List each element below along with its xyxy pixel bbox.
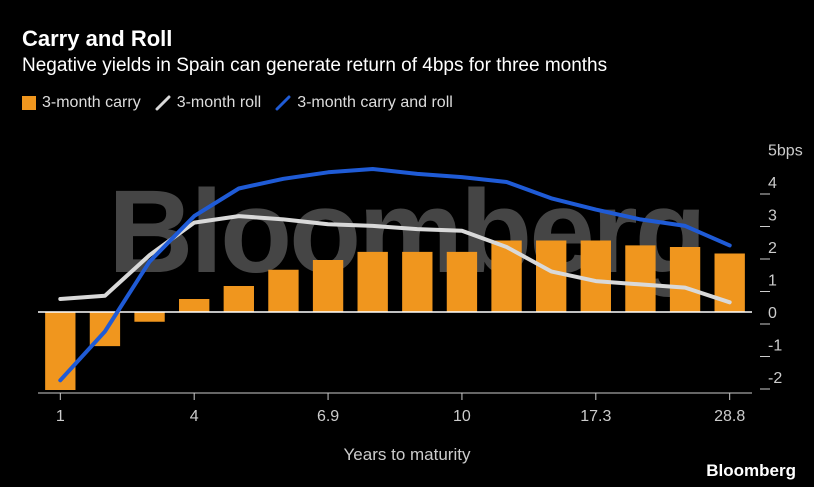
bar-carry [625,245,656,312]
y-tick-label: 2 [768,240,777,257]
bar-carry [134,312,165,322]
x-tick-label: 28.8 [714,408,745,425]
bar-carry [580,240,611,312]
legend-item-carry-and-roll: 3-month carry and roll [275,94,453,112]
line-carry-and-roll [58,167,732,383]
y-tick-label-top: 5bps [768,143,803,160]
y-tick-label: 3 [768,208,777,225]
bar-carry [179,299,210,312]
x-axis-title: Years to maturity [343,445,471,464]
bar-carry [312,260,344,312]
legend-item-roll: 3-month roll [155,94,261,112]
bar-carry [268,269,299,312]
x-tick-label: 1 [56,408,65,425]
bar-carry [45,312,76,390]
bar-carry [446,251,478,312]
x-tick-label: 10 [453,408,471,425]
bar-carry [357,251,388,312]
y-tick-label: -1 [768,338,782,355]
y-tick-label: 0 [768,305,777,322]
legend-swatch-carry-and-roll [275,95,291,111]
x-tick-label: 4 [190,408,199,425]
x-tick-label: 6.9 [317,408,339,425]
bar-carry [669,247,701,312]
legend-swatch-roll [155,95,171,111]
legend-swatch-carry [22,96,36,110]
chart-title: Carry and Roll [22,26,173,51]
chart-legend: 3-month carry 3-month roll 3-month carry… [22,94,467,112]
bar-carry [536,240,567,312]
y-tick-label: -2 [768,370,782,387]
legend-item-carry: 3-month carry [22,94,141,112]
brand-logo: Bloomberg [706,461,796,480]
y-tick-label: 4 [768,175,777,192]
bar-carry [402,251,433,312]
legend-label-carry-and-roll: 3-month carry and roll [297,94,453,111]
bar-carry [223,286,254,312]
x-tick-label: 17.3 [580,408,611,425]
legend-label-carry: 3-month carry [42,94,141,111]
chart-subtitle: Negative yields in Spain can generate re… [22,55,608,76]
y-tick-label: 1 [768,273,777,290]
legend-label-roll: 3-month roll [176,94,262,111]
